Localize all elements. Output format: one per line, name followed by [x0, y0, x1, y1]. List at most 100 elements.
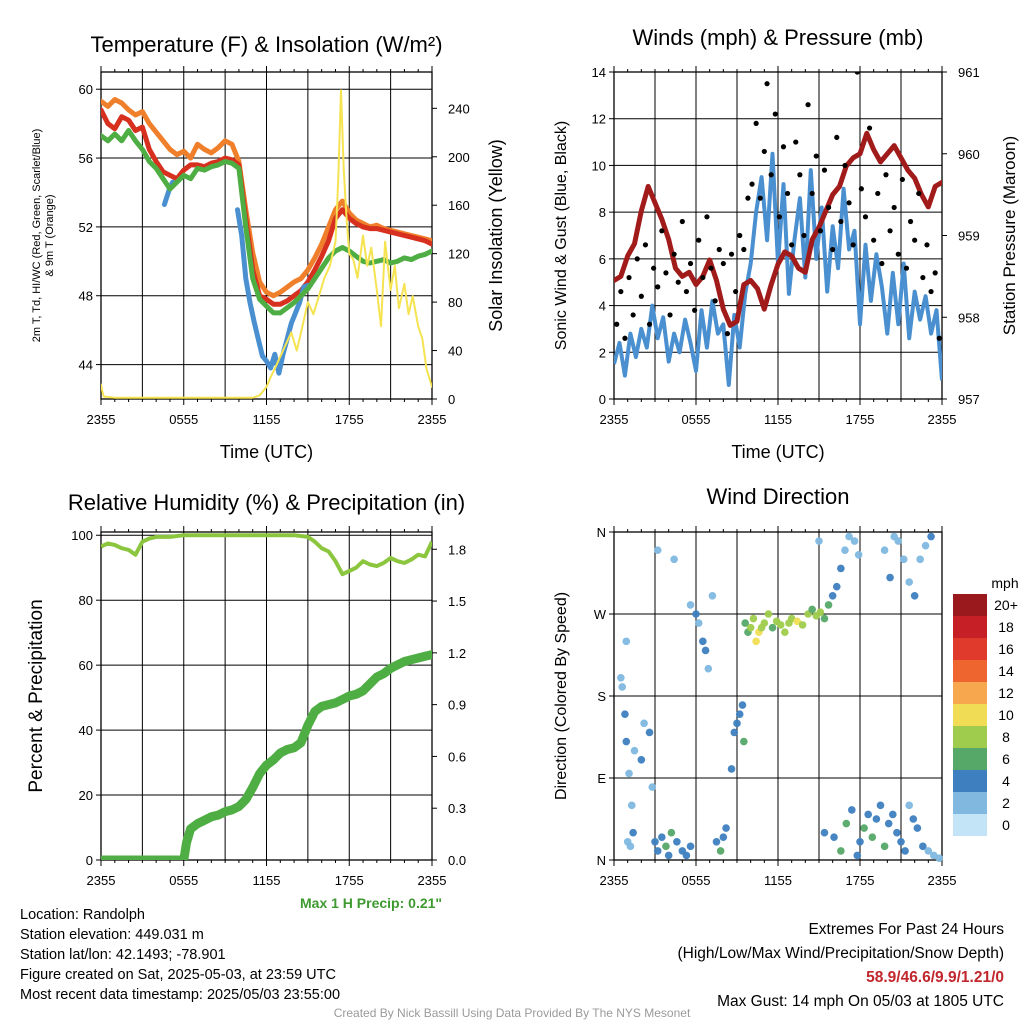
y-right-tick-label: 1.8 — [448, 542, 466, 557]
y-right-axis-label-text: Station Pressure (Maroon) — [1000, 136, 1019, 335]
direction-point — [845, 532, 853, 541]
gust-point — [768, 172, 774, 178]
gust-point — [749, 181, 755, 187]
direction-point — [897, 837, 905, 846]
panel-4: N E S W N 2355 0555 1155 1755 2355 Wind Direction D… — [553, 484, 1019, 888]
direction-point — [760, 619, 769, 627]
direction-point — [699, 637, 707, 646]
y-tick-label: 2 — [599, 345, 606, 360]
gust-point — [932, 270, 938, 276]
gust-point — [907, 218, 914, 225]
direction-point — [798, 621, 807, 629]
direction-point — [653, 546, 662, 555]
colorbar-label: 12 — [998, 685, 1014, 701]
direction-point — [816, 608, 825, 616]
temperature-line — [101, 107, 432, 307]
max-hourly-precip-note: Max 1 H Precip: 0.21" — [300, 895, 443, 911]
extremes-values: 58.9/46.6/9.9/1.21/0 — [866, 969, 1004, 986]
direction-point — [645, 728, 654, 737]
direction-point — [640, 719, 648, 728]
direction-point — [850, 537, 859, 545]
direction-point — [667, 828, 676, 837]
chart-title: Relative Humidity (%) & Precipitation (i… — [68, 490, 465, 515]
direction-point — [764, 610, 773, 618]
colorbar-label: 8 — [1002, 729, 1010, 745]
gust-point — [821, 167, 828, 173]
station-pressure-line — [614, 130, 942, 328]
gust-point — [830, 246, 836, 253]
gust-point — [675, 279, 681, 285]
gust-point — [733, 288, 739, 295]
direction-point — [935, 854, 944, 862]
direction-point — [837, 847, 845, 855]
direction-point — [662, 842, 670, 851]
y-right-tick-label: 957 — [958, 392, 980, 407]
colorbar-swatch — [953, 704, 987, 726]
y-tick-label: 52 — [79, 220, 93, 235]
colorbar-swatch — [953, 594, 987, 616]
direction-point — [686, 601, 695, 609]
y-tick-label: N — [597, 525, 606, 540]
x-tick-label: 1755 — [335, 412, 364, 427]
gust-point — [784, 190, 791, 197]
direction-point — [704, 664, 713, 673]
y-tick-label: E — [597, 771, 606, 786]
gust-point — [728, 251, 735, 257]
y-tick-label: 60 — [79, 82, 93, 97]
gust-point — [842, 162, 848, 169]
direction-point — [694, 619, 703, 627]
gust-point — [883, 172, 889, 178]
gust-point — [825, 204, 832, 211]
direction-point — [824, 601, 833, 609]
gust-point — [683, 288, 690, 295]
direction-point — [856, 837, 864, 846]
colorbar-label: 14 — [998, 663, 1014, 679]
gust-point — [801, 232, 807, 239]
x-tick-label: 2355 — [418, 412, 447, 427]
gust-point — [817, 228, 823, 234]
x-tick-label: 2355 — [600, 412, 629, 427]
gust-point — [793, 139, 799, 145]
x-tick-label: 1155 — [253, 412, 281, 427]
x-tick-label: 1155 — [253, 873, 281, 888]
gust-point — [805, 102, 811, 108]
x-tick-label: 2355 — [418, 873, 447, 888]
colorbar-swatch — [953, 748, 987, 770]
y-tick-label: 20 — [79, 788, 93, 803]
direction-point — [618, 683, 626, 691]
direction-point — [722, 824, 730, 832]
direction-point — [637, 755, 646, 764]
direction-point — [884, 819, 893, 828]
y-tick-label: 12 — [592, 112, 606, 127]
direction-point — [909, 815, 918, 823]
gust-point — [687, 260, 694, 267]
y-tick-label: 100 — [71, 528, 93, 543]
gust-point — [875, 190, 881, 197]
gust-point — [646, 321, 653, 327]
x-axis-label: Time (UTC) — [731, 442, 824, 462]
direction-point — [768, 623, 777, 632]
gust-point — [789, 242, 795, 248]
plot-border — [100, 531, 433, 861]
direction-point — [664, 851, 673, 860]
gust-point — [916, 190, 922, 197]
direction-point — [842, 819, 851, 828]
y-tick-label: 40 — [79, 723, 93, 738]
gust-point — [903, 265, 910, 271]
direction-point — [899, 555, 908, 564]
direction-point — [921, 541, 930, 550]
y-right-axis-label: Solar Insolation (Yellow) — [486, 139, 506, 331]
gust-point — [924, 242, 930, 248]
x-tick-label: 0555 — [169, 873, 198, 888]
y-axis-label: 2m T, Td, HI/WC (Red, Green, Scarlet/Blu… — [31, 129, 56, 343]
y-tick-label: 56 — [79, 151, 93, 166]
extremes-title: Extremes For Past 24 Hours — [808, 921, 1004, 938]
gust-point — [659, 228, 665, 234]
x-tick-label: 0555 — [169, 412, 198, 427]
gust-point — [716, 246, 722, 253]
rh-series-layer — [101, 533, 432, 860]
direction-point — [868, 833, 877, 842]
panel-1: 44 48 52 56 60 0 40 80 120 160 200 240 2355 0555 1155 1… — [31, 32, 506, 462]
gust-point — [871, 237, 877, 243]
